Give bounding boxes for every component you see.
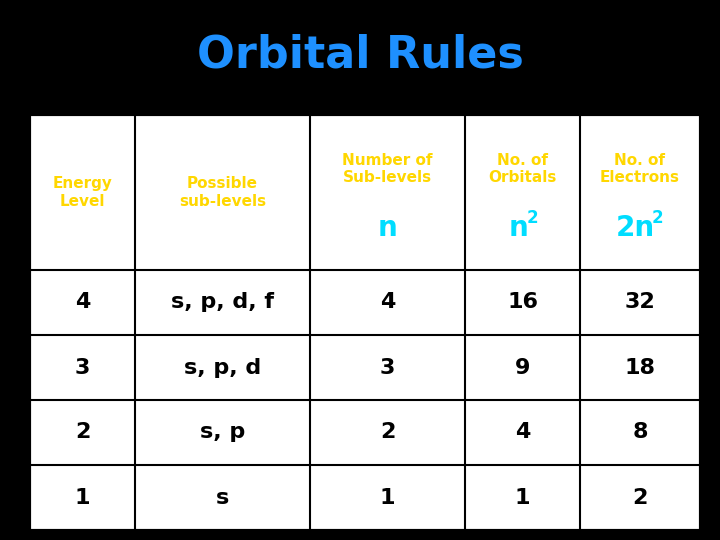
Text: 4: 4: [380, 293, 395, 313]
Bar: [30, 115, 700, 530]
Text: 4: 4: [75, 293, 90, 313]
Text: Orbital Rules: Orbital Rules: [197, 33, 523, 77]
Text: 16: 16: [507, 293, 538, 313]
Text: 2: 2: [651, 209, 663, 227]
Text: 2: 2: [632, 488, 648, 508]
Text: No. of
Electrons: No. of Electrons: [600, 153, 680, 185]
Text: 1: 1: [379, 488, 395, 508]
Text: Possible
sub-levels: Possible sub-levels: [179, 176, 266, 208]
Text: 8: 8: [632, 422, 648, 442]
Text: 4: 4: [515, 422, 530, 442]
Text: 3: 3: [380, 357, 395, 377]
Text: 18: 18: [624, 357, 655, 377]
Text: n: n: [508, 214, 528, 242]
Text: s: s: [216, 488, 229, 508]
Text: n: n: [377, 214, 397, 242]
Text: 2: 2: [527, 209, 539, 227]
Text: s, p, d: s, p, d: [184, 357, 261, 377]
Text: 3: 3: [75, 357, 90, 377]
Text: s, p: s, p: [200, 422, 245, 442]
Text: 2: 2: [380, 422, 395, 442]
Text: Energy
Level: Energy Level: [53, 176, 112, 208]
Text: No. of
Orbitals: No. of Orbitals: [488, 153, 557, 185]
Text: s, p, d, f: s, p, d, f: [171, 293, 274, 313]
Text: Number of
Sub-levels: Number of Sub-levels: [342, 153, 433, 185]
Text: 32: 32: [625, 293, 655, 313]
Text: 9: 9: [515, 357, 530, 377]
Text: 1: 1: [75, 488, 90, 508]
Text: 2n: 2n: [616, 214, 654, 242]
Text: 2: 2: [75, 422, 90, 442]
Text: 1: 1: [515, 488, 530, 508]
